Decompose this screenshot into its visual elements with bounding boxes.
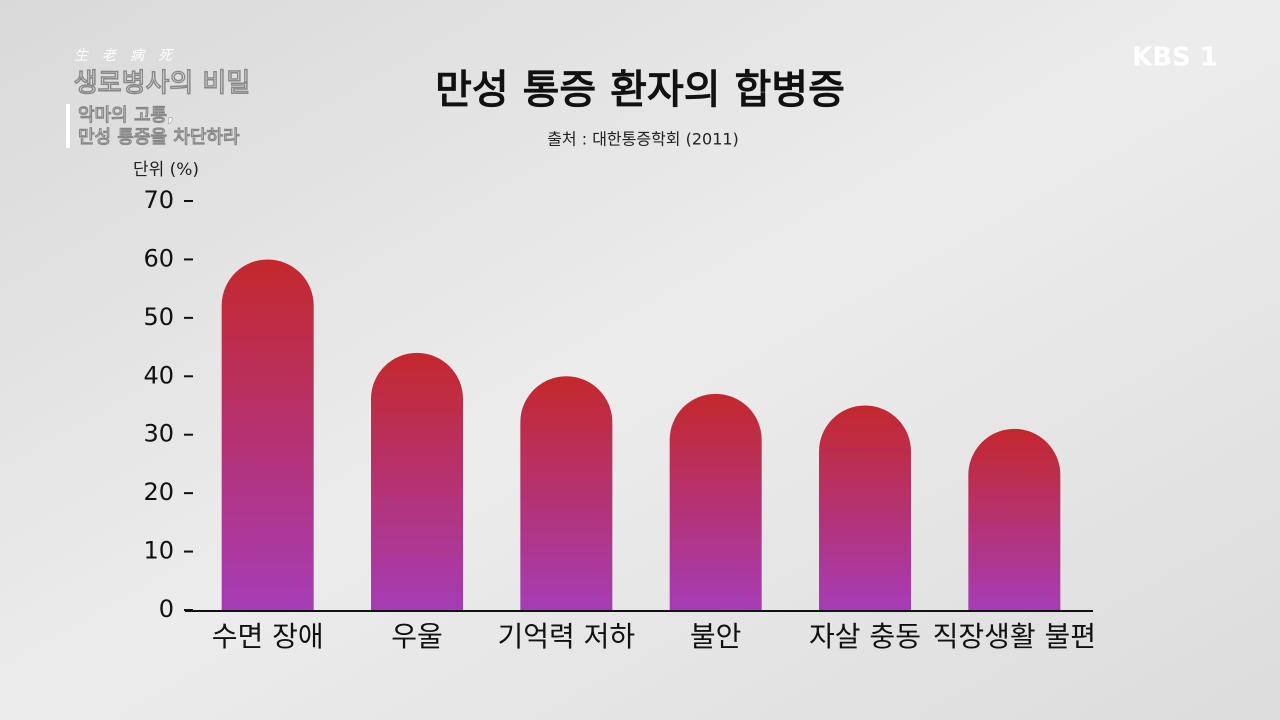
bar bbox=[221, 259, 314, 610]
x-tick-label: 우울 bbox=[391, 620, 443, 653]
y-tick-label: 30 bbox=[143, 420, 174, 448]
y-tick-label: 40 bbox=[143, 361, 174, 389]
program-title: 생로병사의 비밀 bbox=[74, 69, 251, 99]
channel-logo: KBS 1 bbox=[1132, 43, 1218, 73]
bar bbox=[968, 428, 1061, 610]
y-tick-label: 10 bbox=[143, 537, 174, 565]
bar bbox=[669, 393, 762, 610]
y-tick-label: 70 bbox=[143, 186, 174, 214]
y-axis-label: 단위 (%) bbox=[133, 160, 199, 180]
chart-subtitle: 출처 : 대한통증학회 (2011) bbox=[547, 130, 739, 149]
episode-line: 만성 통증을 차단하라 bbox=[78, 127, 240, 148]
x-tick-label: 기억력 저하 bbox=[497, 620, 635, 653]
bar bbox=[819, 405, 911, 610]
x-tick-label: 직장생활 불편 bbox=[933, 620, 1096, 653]
episode-line: 악마의 고통, bbox=[78, 105, 174, 126]
bar bbox=[520, 376, 613, 610]
bar bbox=[371, 352, 464, 610]
y-tick-label: 60 bbox=[143, 244, 174, 272]
chart-title: 만성 통증 환자의 합병증 bbox=[435, 67, 845, 113]
y-tick-label: 50 bbox=[143, 303, 174, 331]
program-hanja: 生老病死 bbox=[74, 48, 186, 64]
y-tick-label: 20 bbox=[143, 478, 174, 506]
episode-bar bbox=[66, 104, 70, 148]
x-tick-label: 불안 bbox=[690, 620, 742, 653]
x-tick-label: 수면 장애 bbox=[212, 620, 324, 653]
y-tick-label: 0 bbox=[159, 595, 174, 623]
x-tick-label: 자살 충동 bbox=[809, 620, 921, 653]
